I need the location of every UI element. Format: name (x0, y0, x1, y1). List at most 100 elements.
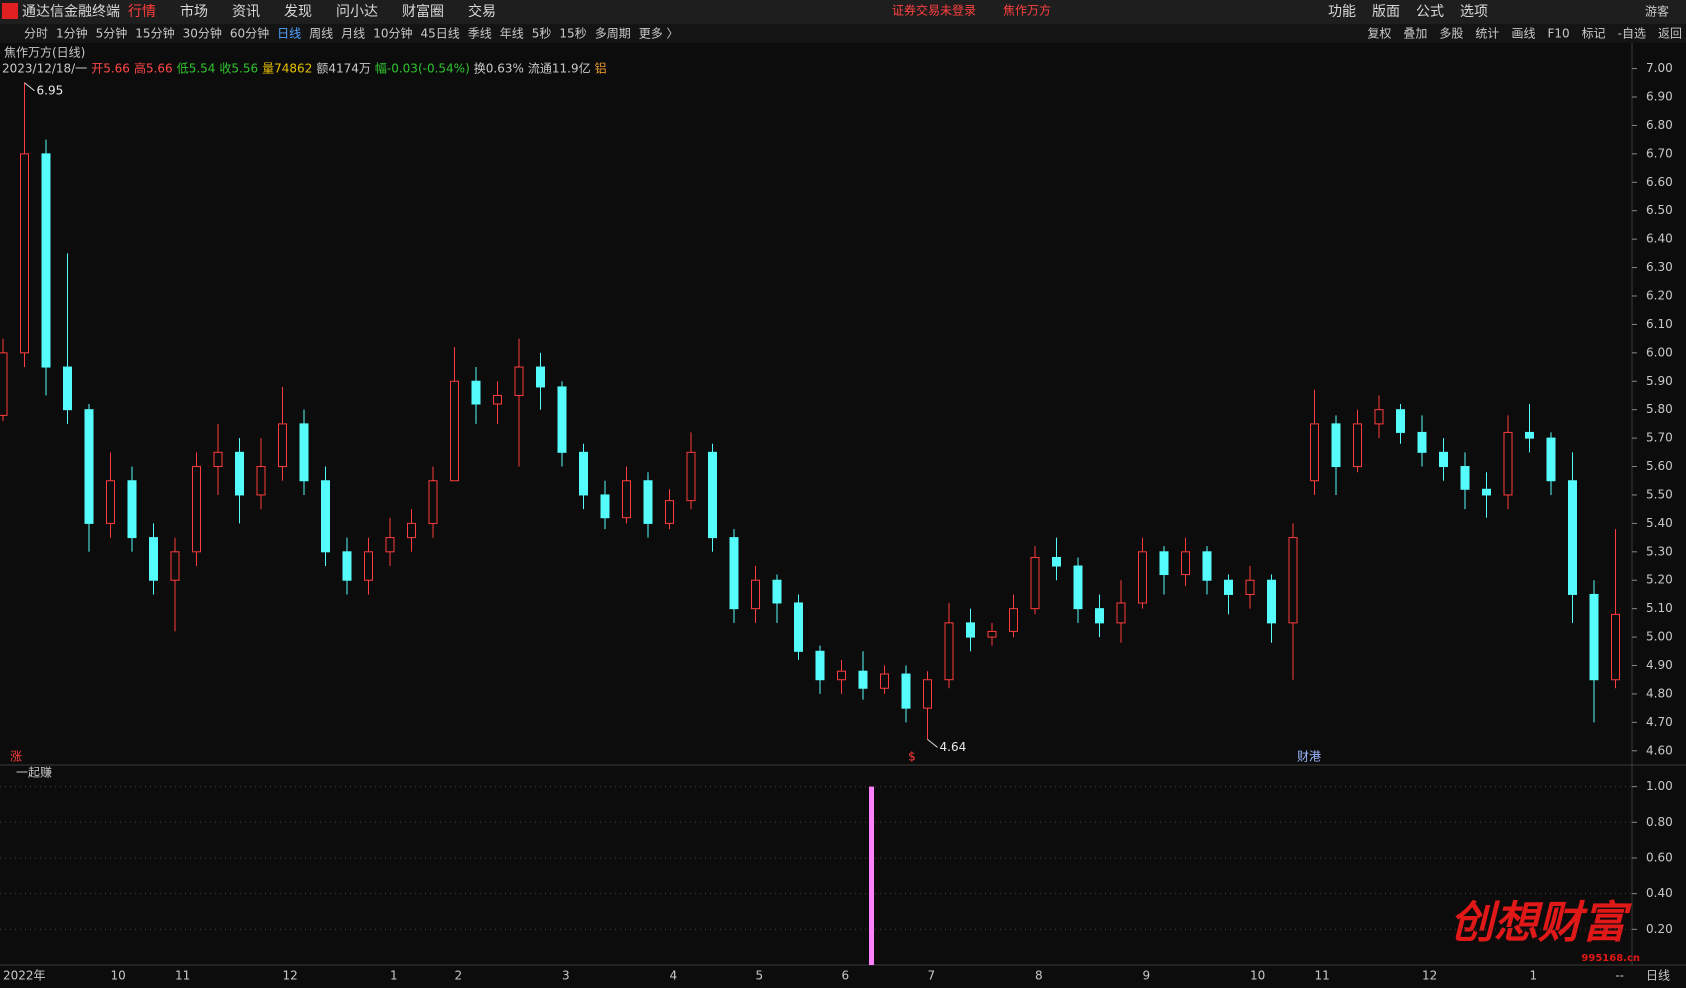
period-button[interactable]: 45日线 (420, 27, 459, 41)
y-tick-label: 7.00 (1646, 61, 1673, 75)
x-tick-label: 8 (1035, 969, 1043, 983)
candle-body (256, 466, 266, 496)
period-button[interactable]: 15分钟 (135, 26, 174, 41)
menu-tab[interactable]: 发现 (284, 4, 312, 20)
period-button[interactable]: 日线 (277, 27, 301, 41)
candle-body (1159, 551, 1169, 576)
period-button[interactable]: 5秒 (532, 27, 552, 41)
quote-info: 换0.63% (474, 62, 524, 76)
candle-body (987, 630, 997, 638)
period-button[interactable]: 30分钟 (183, 26, 222, 41)
candle-body (729, 537, 739, 610)
candle-body (1503, 431, 1513, 496)
quote-info: 低5.54 (177, 62, 216, 76)
candle-body (600, 494, 610, 519)
y-tick-label: 6.00 (1646, 345, 1673, 359)
watermark: 创想财富 (1450, 898, 1632, 949)
period-button[interactable]: 分时 (24, 27, 48, 41)
user[interactable]: 游客 (1645, 4, 1669, 19)
y-tick-label: 6.90 (1646, 90, 1673, 104)
y-tick-label: 6.60 (1646, 175, 1673, 189)
tool-button[interactable]: F10 (1547, 27, 1569, 41)
tool-button[interactable]: 叠加 (1403, 27, 1427, 41)
y-tick-label: 6.40 (1646, 232, 1673, 246)
menu-tab[interactable]: 市场 (180, 3, 208, 20)
candle-body (407, 522, 416, 539)
candle-body (557, 386, 567, 453)
tool-button[interactable]: 复权 (1367, 27, 1391, 41)
extreme-label: 4.64 (940, 740, 967, 754)
y-tick-label: 5.70 (1646, 431, 1673, 445)
footer-period: 日线 (1646, 969, 1670, 983)
tool-button[interactable]: 多股 (1439, 27, 1463, 41)
menu-item[interactable]: 版面 (1372, 4, 1400, 20)
y-tick-label: 4.70 (1646, 715, 1673, 729)
candle-body (1030, 556, 1040, 610)
y-tick-label: 0.20 (1646, 922, 1673, 936)
period-button[interactable]: 周线 (309, 27, 333, 41)
menu-tab[interactable]: 行情 (128, 4, 156, 20)
candle-body (1546, 437, 1556, 482)
candle-body (772, 579, 782, 604)
tool-button[interactable]: 标记 (1582, 27, 1606, 41)
period-button[interactable]: 多周期 (595, 27, 631, 41)
candle-body (106, 480, 115, 524)
tool-button[interactable]: 画线 (1511, 27, 1535, 41)
candle-body (514, 366, 524, 396)
candle-body (235, 451, 244, 496)
menu-tab[interactable]: 交易 (468, 3, 496, 20)
quote-info: 铝 (595, 61, 607, 76)
menu-tab[interactable]: 问小达 (336, 4, 378, 20)
x-tick-label: 12 (1422, 969, 1437, 983)
candle-body (1331, 423, 1341, 468)
period-button[interactable]: 月线 (341, 27, 365, 41)
tool-button-group: 复权 叠加 多股 统计 画线 F10 标记 -自选 返回 (1367, 27, 1682, 41)
y-tick-label: 5.90 (1646, 374, 1673, 388)
tool-button[interactable]: 统计 (1475, 27, 1499, 41)
y-tick-label: 4.90 (1646, 658, 1673, 672)
menu-item[interactable]: 功能 (1328, 4, 1356, 20)
x-tick-label: 5 (756, 969, 764, 983)
toolbar (0, 24, 1686, 43)
menu-tab[interactable]: 财富圈 (402, 3, 444, 20)
period-button[interactable]: 更多 〉 (639, 27, 679, 41)
menu-item[interactable]: 公式 (1416, 4, 1444, 20)
period-button[interactable]: 10分钟 (373, 26, 412, 41)
y-tick-label: 6.50 (1646, 203, 1673, 217)
candle-body (127, 480, 137, 539)
period-button[interactable]: 1分钟 (56, 26, 88, 41)
y-tick-label: 6.70 (1646, 146, 1673, 160)
period-button[interactable]: 60分钟 (230, 26, 269, 41)
x-tick-label: 2022年 (3, 969, 46, 983)
y-tick-label: 5.50 (1646, 487, 1673, 501)
chart-header: 焦作万方(日线) (4, 45, 85, 60)
footer-dash: -- (1615, 969, 1624, 983)
candle-body (643, 480, 653, 524)
y-tick-label: 0.60 (1646, 850, 1673, 864)
tool-button[interactable]: 返回 (1658, 27, 1682, 41)
candle-body (321, 480, 330, 553)
menu-item-group: 功能 版面 公式 选项 (1328, 4, 1488, 20)
period-button[interactable]: 年线 (500, 27, 524, 41)
candle-body (1267, 579, 1276, 624)
candle-body (901, 673, 911, 709)
candle-body (299, 423, 309, 482)
menu-bar (0, 0, 1686, 24)
period-button[interactable]: 季线 (468, 27, 492, 41)
candle-body (1589, 593, 1599, 681)
period-button[interactable]: 5分钟 (96, 26, 128, 41)
candle-body (1525, 431, 1534, 439)
y-tick-label: 5.80 (1646, 402, 1673, 416)
event-marker: 涨 (10, 749, 22, 764)
menu-tab[interactable]: 资讯 (232, 4, 260, 20)
x-tick-label: 12 (283, 969, 298, 983)
quote-info: 高5.66 (134, 61, 173, 76)
quote-info: 收5.56 (219, 62, 258, 76)
x-tick-label: 10 (1250, 969, 1265, 983)
y-tick-label: 5.00 (1646, 630, 1673, 644)
candle-body (1417, 431, 1427, 453)
menu-item[interactable]: 选项 (1460, 4, 1488, 20)
tool-button[interactable]: -自选 (1618, 27, 1646, 41)
period-button[interactable]: 15秒 (559, 27, 586, 41)
